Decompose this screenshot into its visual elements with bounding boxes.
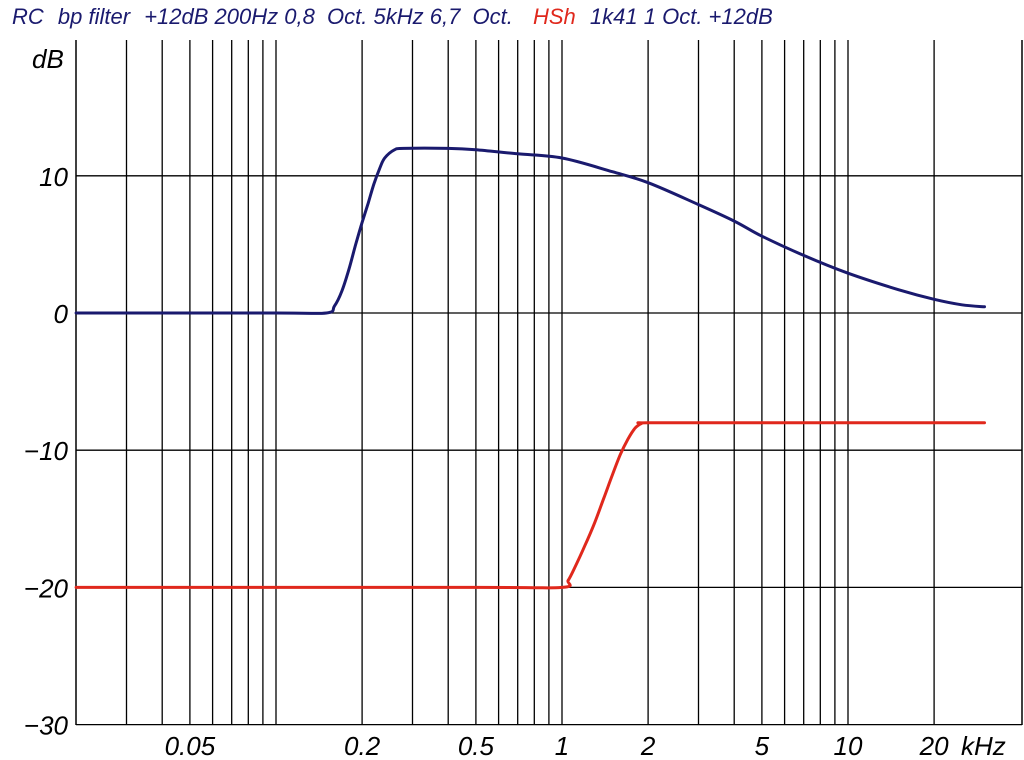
series-layer [74,146,986,590]
y-tick-label: −30 [24,711,69,741]
title-series2-params: 1k41 1 Oct. +12dB [590,4,773,29]
x-tick-labels: 0.05 0.2 0.5 1 2 5 10 20 [165,731,950,760]
title-series1-params: +12dB 200Hz 0,8 Oct. 5kHz 6,7 Oct. [144,4,513,29]
title-series1-label: bp filter [58,4,132,29]
chart-title: RC bp filter +12dB 200Hz 0,8 Oct. 5kHz 6… [12,4,773,29]
x-tick-label: 5 [755,731,770,760]
x-tick-label: 10 [834,731,863,760]
x-tick-label: 0.2 [344,731,381,760]
series-line-hsh [74,421,986,590]
title-prefix: RC [12,4,44,29]
y-tick-label: −20 [24,573,69,603]
x-tick-label: 20 [919,731,949,760]
y-tick-label: 10 [39,162,68,192]
x-tick-label: 0.5 [458,731,495,760]
y-tick-labels: 10 0 −10 −20 −30 [24,162,69,741]
x-tick-label: 2 [640,731,656,760]
y-tick-label: −10 [24,436,69,466]
title-series2-label: HSh [533,4,576,29]
x-tick-label: 1 [555,731,569,760]
y-axis-label: dB [32,44,64,74]
y-tick-label: 0 [54,299,69,329]
x-tick-label: 0.05 [165,731,216,760]
vertical-gridlines [75,40,1023,725]
x-axis-unit: kHz [961,731,1006,760]
series-line-bp-filter [74,146,986,315]
